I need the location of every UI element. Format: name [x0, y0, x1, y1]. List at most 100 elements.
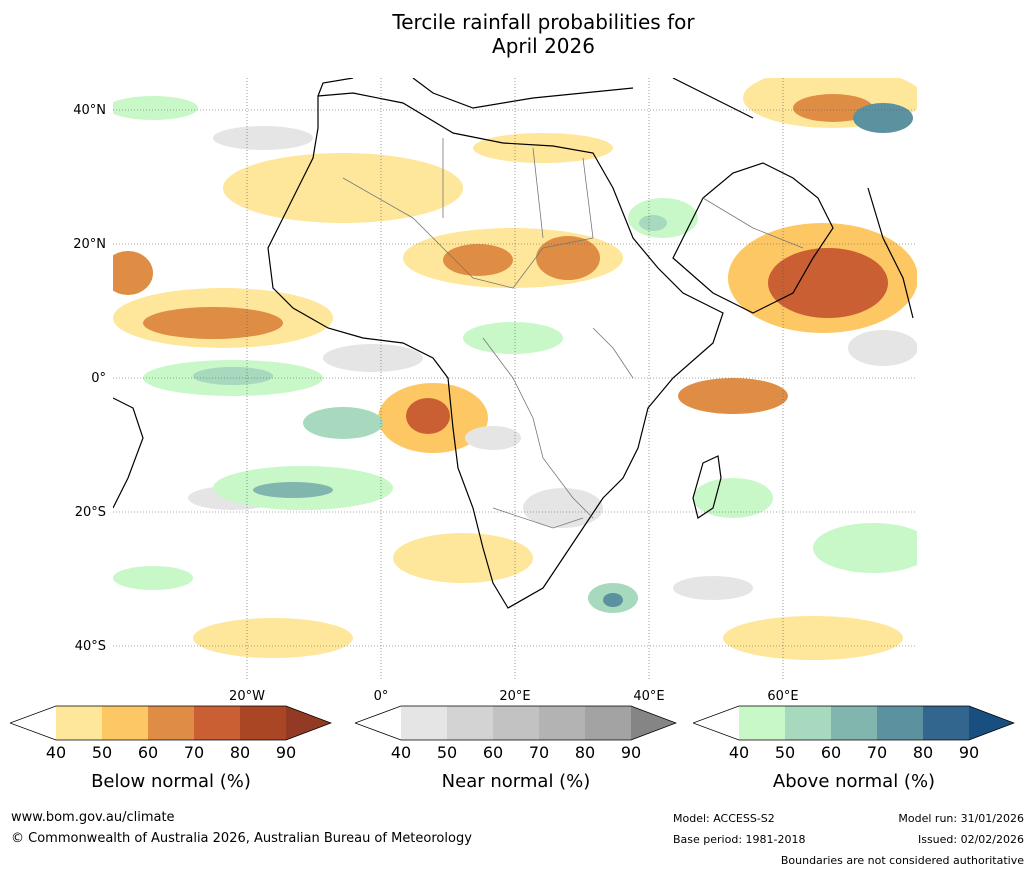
- madagascar-coastline: [692, 455, 722, 519]
- below-normal-patch: [113, 251, 153, 295]
- tick-90: 90: [958, 743, 980, 762]
- tick-50: 50: [436, 743, 458, 762]
- lon-label-0: 0°: [373, 689, 389, 704]
- border: [482, 337, 594, 519]
- above-normal-patch: [193, 367, 273, 385]
- above-normal-patch: [463, 322, 563, 354]
- europe-coastline: [317, 78, 754, 119]
- tick-50: 50: [91, 743, 113, 762]
- colorbar-bin-80-90: [240, 706, 286, 740]
- above-normal-patch: [303, 407, 383, 439]
- near-normal-patch: [465, 426, 521, 450]
- above-normal-patch: [813, 523, 917, 573]
- probability-patches: [113, 78, 917, 660]
- lon-label-20w: 20°W: [229, 689, 265, 704]
- issued-text: Issued: 02/02/2026: [917, 833, 1024, 846]
- tick-80: 80: [912, 743, 934, 762]
- tick-60: 60: [482, 743, 504, 762]
- map-title: Tercile rainfall probabilities for April…: [0, 10, 1035, 58]
- border: [702, 197, 804, 249]
- above-normal-patch: [113, 96, 198, 120]
- near-normal-patch: [213, 126, 313, 150]
- tick-70: 70: [866, 743, 888, 762]
- colorbar-bin-50-60: [785, 706, 831, 740]
- lon-label-40e: 40°E: [633, 689, 665, 704]
- above-normal-patch: [253, 482, 333, 498]
- above-normal-colorbar: [693, 705, 1015, 741]
- arabian-coastline: [672, 162, 834, 314]
- model-run-text: Model run: 31/01/2026: [898, 812, 1024, 825]
- coastlines: [113, 78, 914, 609]
- lon-label-20e: 20°E: [499, 689, 531, 704]
- colorbar-bin-80-90: [923, 706, 969, 740]
- colorbar-bin-40-50: [401, 706, 447, 740]
- colorbar-bin-70-80: [539, 706, 585, 740]
- lat-label-40n: 40°N: [73, 103, 106, 118]
- below-normal-patch: [223, 153, 463, 223]
- below-normal-patch: [723, 616, 903, 660]
- below-normal-patch: [143, 307, 283, 339]
- tick-40: 40: [390, 743, 412, 762]
- above-normal-patch: [603, 593, 623, 607]
- colorbar-bin-60-70: [831, 706, 877, 740]
- colorbar-bin-70-80: [877, 706, 923, 740]
- lat-label-20s: 20°S: [74, 505, 106, 520]
- below-normal-patch: [536, 236, 600, 280]
- tick-80: 80: [574, 743, 596, 762]
- below-normal-patch: [473, 133, 613, 163]
- below-normal-patch: [193, 618, 353, 658]
- colorbar-bin-60-70: [493, 706, 539, 740]
- colorbar-low-extension: [10, 706, 56, 740]
- copyright-text: © Commonwealth of Australia 2026, Austra…: [11, 831, 472, 846]
- near-normal-patch: [323, 344, 423, 372]
- above-normal-patch: [853, 103, 913, 133]
- below-normal-patch: [793, 94, 873, 122]
- tick-40: 40: [45, 743, 67, 762]
- near-normal-patch: [673, 576, 753, 600]
- below-normal-patch: [768, 248, 888, 318]
- colorbar-high-extension: [969, 706, 1014, 740]
- above-normal-patch: [639, 215, 667, 231]
- colorbar-bin-40-50: [56, 706, 102, 740]
- colorbar-bin-70-80: [194, 706, 240, 740]
- below-normal-patch: [678, 378, 788, 414]
- tick-70: 70: [183, 743, 205, 762]
- colorbar-low-extension: [693, 706, 739, 740]
- disclaimer-text: Boundaries are not considered authoritat…: [780, 854, 1024, 867]
- colorbar-bin-60-70: [148, 706, 194, 740]
- above-normal-patch: [113, 566, 193, 590]
- india-coastline: [867, 187, 914, 319]
- tick-50: 50: [774, 743, 796, 762]
- border: [342, 177, 594, 289]
- title-line-1: Tercile rainfall probabilities for: [392, 10, 695, 34]
- africa-coastline: [267, 92, 724, 609]
- colorbar-bin-50-60: [102, 706, 148, 740]
- lat-label-40s: 40°S: [74, 639, 106, 654]
- title-line-2: April 2026: [492, 34, 595, 58]
- lat-label-0: 0°: [91, 371, 106, 386]
- tick-90: 90: [275, 743, 297, 762]
- legend-title-near: Near normal (%): [441, 771, 591, 792]
- colorbar-outline: [693, 705, 1015, 741]
- tick-70: 70: [528, 743, 550, 762]
- website-link[interactable]: www.bom.gov.au/climate: [11, 810, 175, 825]
- graticule: [113, 78, 917, 681]
- colorbar-low-extension: [355, 706, 401, 740]
- tick-60: 60: [137, 743, 159, 762]
- below-normal-patch: [443, 244, 513, 276]
- border: [442, 138, 594, 239]
- colorbar-high-extension: [631, 706, 676, 740]
- near-normal-colorbar: [355, 705, 677, 741]
- tick-80: 80: [229, 743, 251, 762]
- colorbar-outline: [355, 705, 677, 741]
- tick-90: 90: [620, 743, 642, 762]
- country-borders: [342, 138, 804, 529]
- colorbar-bin-40-50: [739, 706, 785, 740]
- model-text: Model: ACCESS-S2: [673, 812, 775, 825]
- map-svg: [113, 78, 917, 681]
- near-normal-patch: [848, 330, 917, 366]
- legend-title-below: Below normal (%): [91, 771, 251, 792]
- tick-40: 40: [728, 743, 750, 762]
- rainfall-probability-map: [113, 78, 917, 681]
- below-normal-patch: [393, 533, 533, 583]
